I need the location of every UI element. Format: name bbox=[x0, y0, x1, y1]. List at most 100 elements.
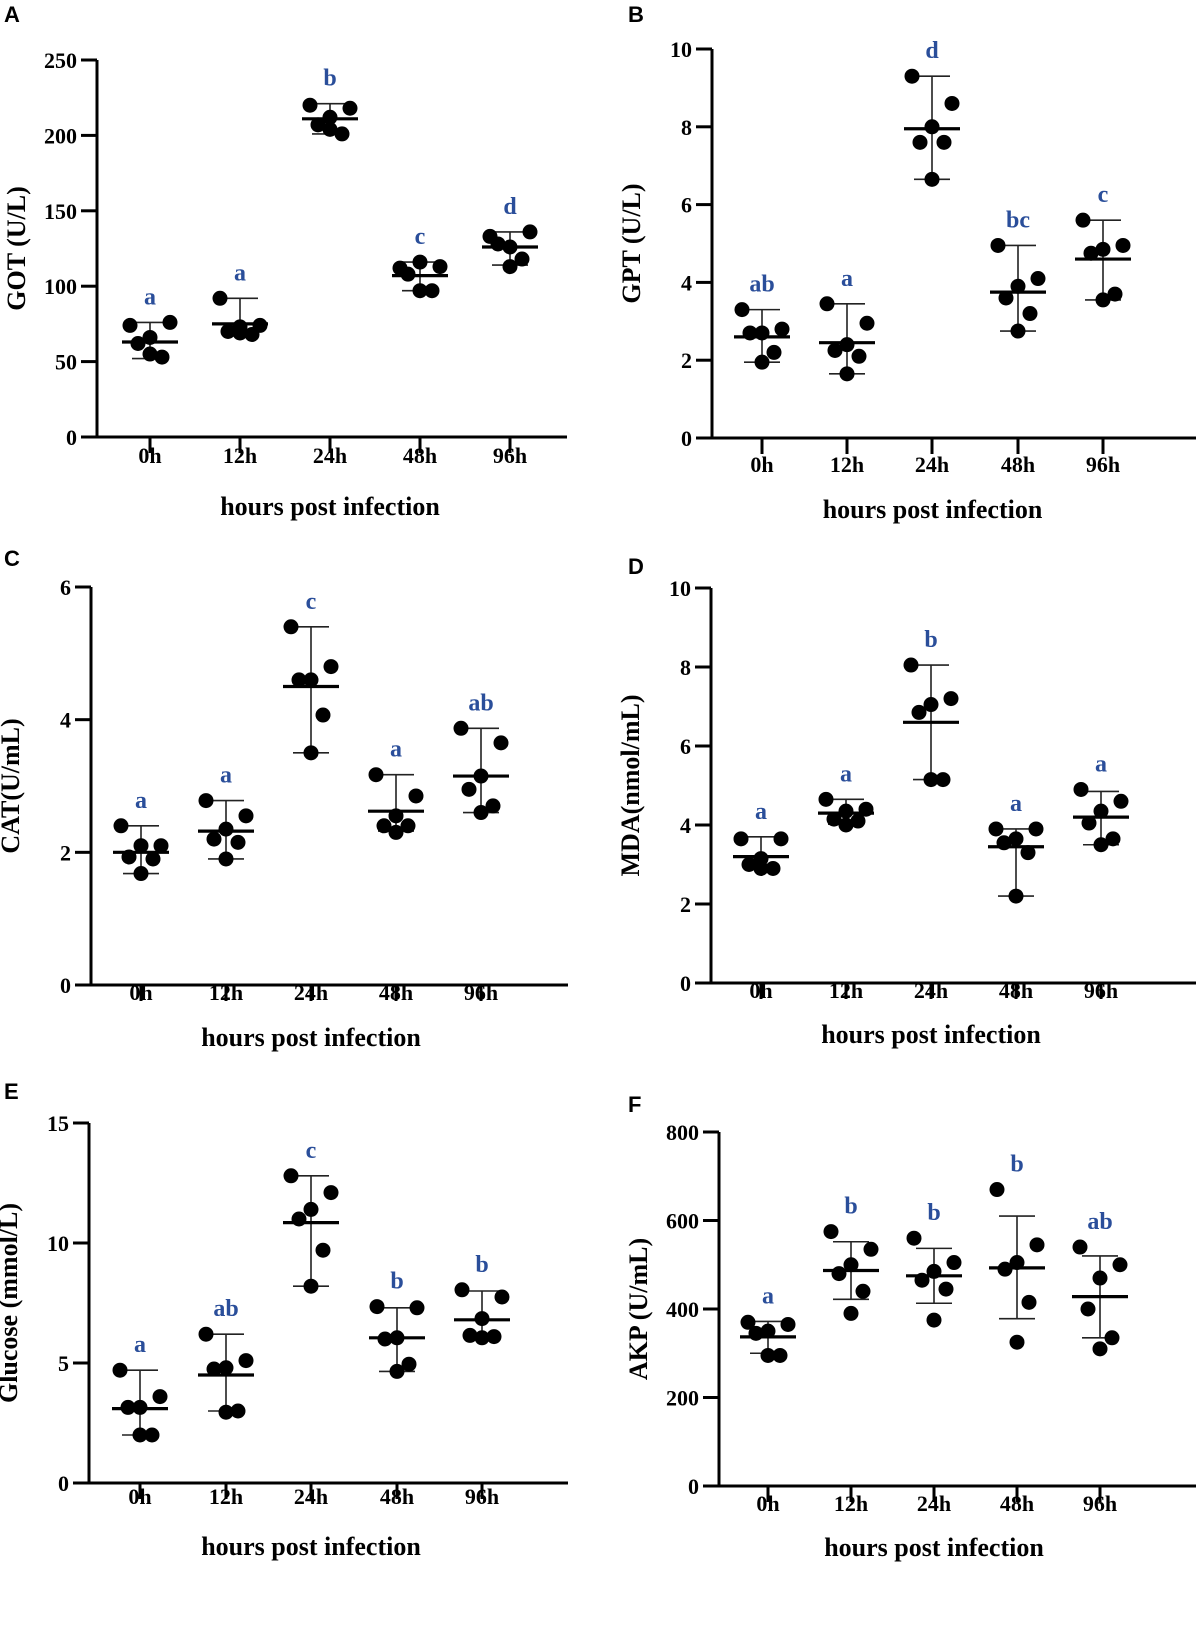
data-point bbox=[924, 171, 940, 187]
x-tick-label: 48h bbox=[999, 978, 1033, 1003]
significance-letter: a bbox=[762, 1283, 774, 1309]
data-point bbox=[291, 672, 307, 688]
data-point bbox=[368, 767, 384, 783]
y-tick-label: 4 bbox=[680, 813, 691, 838]
x-tick-label: 96h bbox=[465, 1484, 499, 1509]
x-axis-title: hours post infection bbox=[823, 495, 1043, 524]
x-tick-label: 96h bbox=[1083, 1491, 1117, 1516]
y-tick-label: 800 bbox=[666, 1120, 699, 1145]
data-point bbox=[493, 735, 509, 751]
data-point bbox=[748, 1325, 764, 1341]
significance-letter: b bbox=[927, 1200, 940, 1226]
y-tick-label: 600 bbox=[666, 1209, 699, 1234]
x-tick-label: 12h bbox=[829, 978, 863, 1003]
significance-letter: a bbox=[840, 761, 852, 787]
data-point bbox=[153, 838, 169, 854]
data-point bbox=[1105, 831, 1121, 847]
data-point bbox=[154, 349, 170, 365]
x-axis-title: hours post infection bbox=[201, 1023, 421, 1052]
data-point bbox=[740, 1314, 756, 1330]
data-point bbox=[838, 817, 854, 833]
panel-letter: F bbox=[628, 1092, 641, 1117]
y-tick-label: 6 bbox=[681, 193, 692, 218]
y-tick-label: 100 bbox=[44, 274, 77, 299]
data-point bbox=[502, 259, 518, 275]
y-tick-label: 2 bbox=[680, 892, 691, 917]
x-tick-label: 24h bbox=[917, 1491, 951, 1516]
significance-letter: a bbox=[144, 284, 156, 310]
x-tick-label: 12h bbox=[223, 443, 257, 468]
data-point bbox=[486, 1329, 502, 1345]
x-tick-label: 12h bbox=[834, 1491, 868, 1516]
x-tick-label: 12h bbox=[830, 452, 864, 477]
group-96h: ab bbox=[453, 690, 509, 821]
significance-letter: ab bbox=[749, 272, 774, 298]
x-tick-label: 24h bbox=[313, 443, 347, 468]
x-tick-label: 48h bbox=[380, 1484, 414, 1509]
data-point bbox=[827, 342, 843, 358]
x-tick-label: 24h bbox=[294, 980, 328, 1005]
data-point bbox=[230, 834, 246, 850]
data-point bbox=[424, 283, 440, 299]
x-tick-label: 24h bbox=[294, 1484, 328, 1509]
significance-letter: d bbox=[503, 194, 517, 220]
y-tick-label: 200 bbox=[44, 123, 77, 148]
x-tick-label: 48h bbox=[379, 980, 413, 1005]
data-point bbox=[220, 323, 236, 339]
significance-letter: a bbox=[234, 260, 246, 286]
data-point bbox=[453, 720, 469, 736]
data-point bbox=[1029, 1237, 1045, 1253]
data-point bbox=[1073, 781, 1089, 797]
data-point bbox=[1021, 1294, 1037, 1310]
data-point bbox=[924, 119, 940, 135]
y-tick-label: 2 bbox=[681, 348, 692, 373]
data-point bbox=[818, 791, 834, 807]
y-tick-label: 8 bbox=[680, 655, 691, 680]
y-tick-label: 200 bbox=[666, 1386, 699, 1411]
group-48h: b bbox=[989, 1152, 1045, 1350]
data-point bbox=[780, 1316, 796, 1332]
data-point bbox=[522, 224, 538, 240]
group-24h: b bbox=[906, 1200, 962, 1328]
x-tick-label: 48h bbox=[403, 443, 437, 468]
panel-f: F 0 200 400 600 800 AKP (U/mL) 0h 12h 24h 48h 96h ho… bbox=[624, 1092, 1196, 1562]
data-point bbox=[334, 126, 350, 142]
y-axis-title: AKP (U/mL) bbox=[624, 1238, 653, 1380]
data-point bbox=[206, 1361, 222, 1377]
data-point bbox=[772, 1347, 788, 1363]
group-0h: a bbox=[733, 799, 789, 876]
data-point bbox=[1081, 815, 1097, 831]
data-point bbox=[291, 1211, 307, 1227]
y-tick-label: 10 bbox=[670, 37, 692, 62]
group-12h: a bbox=[198, 763, 254, 867]
x-tick-label: 24h bbox=[915, 452, 949, 477]
group-12h: a bbox=[819, 266, 875, 382]
x-tick-label: 48h bbox=[1000, 1491, 1034, 1516]
data-point bbox=[838, 803, 854, 819]
significance-letter: bc bbox=[1006, 207, 1030, 233]
y-tick-label: 0 bbox=[66, 425, 77, 450]
significance-letter: a bbox=[135, 788, 147, 814]
data-point bbox=[283, 1168, 299, 1184]
data-point bbox=[843, 1257, 859, 1273]
data-point bbox=[1008, 831, 1024, 847]
significance-letter: a bbox=[134, 1332, 146, 1358]
panel-letter: B bbox=[628, 2, 644, 27]
data-point bbox=[303, 1278, 319, 1294]
significance-letter: a bbox=[220, 763, 232, 789]
data-point bbox=[863, 1241, 879, 1257]
data-point bbox=[230, 1403, 246, 1419]
data-point bbox=[904, 68, 920, 84]
group-24h: b bbox=[903, 627, 959, 788]
y-tick-label: 0 bbox=[688, 1474, 699, 1499]
data-point bbox=[112, 1362, 128, 1378]
y-tick-label: 0 bbox=[681, 426, 692, 451]
data-point bbox=[133, 838, 149, 854]
x-tick-label: 12h bbox=[209, 1484, 243, 1509]
data-point bbox=[454, 1282, 470, 1298]
x-axis-title: hours post infection bbox=[201, 1532, 421, 1561]
data-point bbox=[923, 697, 939, 713]
y-tick-label: 6 bbox=[60, 575, 71, 600]
data-point bbox=[283, 619, 299, 635]
